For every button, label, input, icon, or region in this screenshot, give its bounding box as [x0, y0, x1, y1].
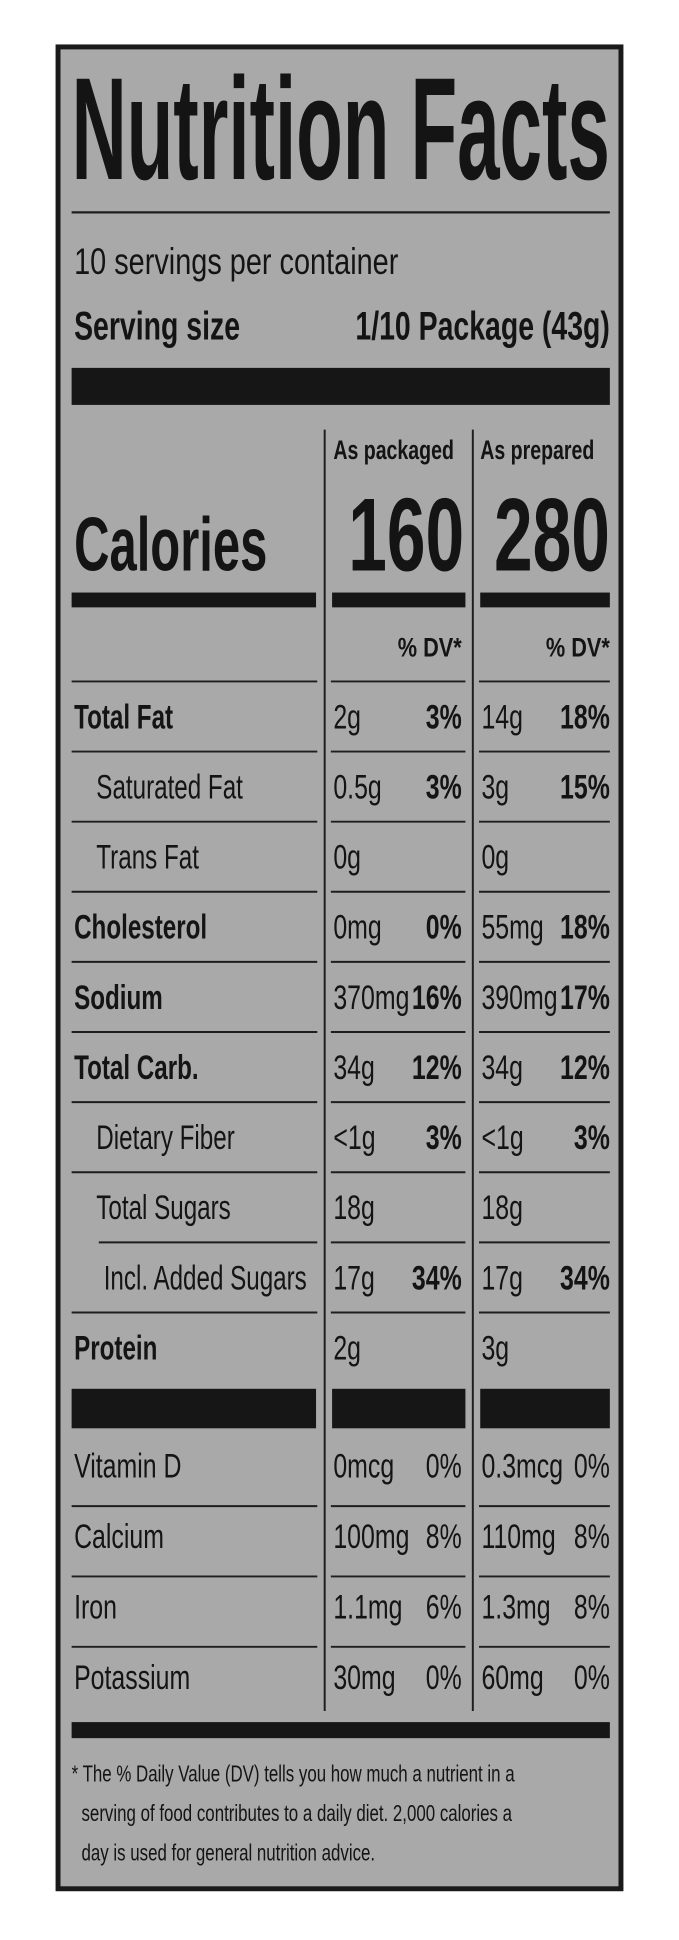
thick-bar — [480, 1388, 610, 1429]
daily-value: 0% — [426, 909, 462, 947]
thick-bar — [71, 1388, 317, 1429]
amount: 60mg — [481, 1659, 543, 1697]
daily-value: 0% — [574, 1659, 610, 1697]
label-panel — [55, 44, 624, 1892]
vitamin-name: Potassium — [74, 1659, 190, 1697]
dv-header: % DV* — [398, 634, 462, 664]
amount: 390mg — [481, 979, 557, 1017]
daily-value: 6% — [426, 1589, 462, 1627]
thick-bar — [71, 592, 317, 608]
amount: 100mg — [333, 1518, 409, 1556]
amount: 3g — [481, 769, 509, 807]
amount: 14g — [481, 699, 523, 737]
amount: 110mg — [481, 1518, 555, 1556]
daily-value: 12% — [560, 1049, 610, 1087]
amount: 34g — [333, 1049, 375, 1087]
footnote-line: day is used for general nutrition advice… — [81, 1841, 375, 1866]
calories-value: 160 — [348, 476, 464, 592]
amount: 3g — [481, 1330, 509, 1368]
amount: 0g — [481, 839, 509, 877]
daily-value: 34% — [412, 1259, 462, 1297]
footnote-line: * The % Daily Value (DV) tells you how m… — [72, 1762, 516, 1787]
thick-bar — [332, 592, 466, 608]
serving-size-value: 1/10 Package (43g) — [355, 305, 609, 349]
serving-size-label: Serving size — [74, 305, 240, 349]
daily-value: 17% — [560, 979, 610, 1017]
vitamin-name: Vitamin D — [74, 1448, 181, 1486]
nutrient-name: Total Fat — [74, 698, 173, 736]
amount: 17g — [481, 1259, 523, 1297]
vitamin-name: Iron — [74, 1589, 117, 1627]
amount: 0mg — [333, 909, 381, 947]
amount: 18g — [333, 1189, 375, 1227]
daily-value: 8% — [574, 1589, 610, 1627]
amount: 0.3mcg — [481, 1448, 563, 1486]
column-header: As prepared — [480, 436, 594, 466]
daily-value: 3% — [426, 699, 462, 737]
amount: 1.1mg — [333, 1589, 402, 1627]
servings: 10 servings per container — [74, 242, 398, 283]
amount: 55mg — [481, 909, 543, 947]
amount: 2g — [333, 1330, 361, 1368]
amount: <1g — [333, 1119, 375, 1157]
nutrient-name: Sodium — [74, 979, 163, 1017]
daily-value: 16% — [412, 979, 462, 1017]
thick-bar — [332, 1388, 466, 1429]
column-header: As packaged — [333, 436, 454, 466]
nutrient-name: Dietary Fiber — [96, 1119, 235, 1157]
daily-value: 8% — [426, 1518, 462, 1556]
amount: 0.5g — [333, 769, 381, 807]
nutrient-name: Trans Fat — [96, 838, 199, 876]
amount: 18g — [481, 1189, 523, 1227]
thick-bar — [480, 592, 610, 608]
daily-value: 0% — [426, 1448, 462, 1486]
amount: 1.3mg — [481, 1589, 550, 1627]
amount: 0g — [333, 839, 361, 877]
daily-value: 8% — [574, 1518, 610, 1556]
amount: 17g — [333, 1259, 375, 1297]
daily-value: 18% — [560, 699, 610, 737]
amount: 30mg — [333, 1659, 395, 1697]
daily-value: 3% — [574, 1119, 610, 1157]
daily-value: 18% — [560, 909, 610, 947]
daily-value: 3% — [426, 769, 462, 807]
vitamin-name: Calcium — [74, 1518, 164, 1556]
daily-value: 3% — [426, 1119, 462, 1157]
thick-bar — [71, 367, 610, 405]
amount: 370mg — [333, 979, 409, 1017]
nutrient-name: Protein — [74, 1329, 157, 1367]
daily-value: 0% — [426, 1659, 462, 1697]
amount: 34g — [481, 1049, 523, 1087]
daily-value: 0% — [574, 1448, 610, 1486]
nutrient-name: Total Sugars — [96, 1189, 230, 1227]
daily-value: 15% — [560, 769, 610, 807]
title: Nutrition Facts — [72, 47, 610, 210]
nutrient-name: Total Carb. — [74, 1049, 199, 1087]
daily-value: 12% — [412, 1049, 462, 1087]
footnote-line: serving of food contributes to a daily d… — [81, 1801, 512, 1826]
calories-label: Calories — [74, 501, 267, 587]
amount: 0mcg — [333, 1448, 394, 1486]
amount: 2g — [333, 699, 361, 737]
thick-bar — [71, 1722, 610, 1739]
amount: <1g — [481, 1119, 523, 1157]
nutrient-name: Incl. Added Sugars — [104, 1259, 307, 1297]
nutrient-name: Cholesterol — [74, 909, 207, 947]
calories-value: 280 — [494, 476, 610, 592]
nutrient-name: Saturated Fat — [96, 768, 243, 806]
dv-header: % DV* — [546, 634, 610, 664]
daily-value: 34% — [560, 1259, 610, 1297]
